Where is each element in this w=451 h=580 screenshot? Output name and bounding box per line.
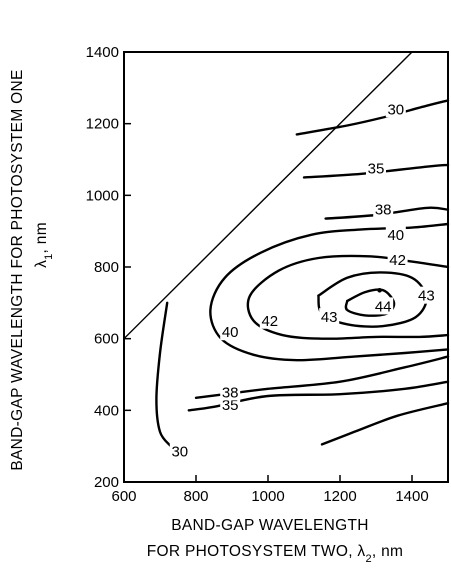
contour-label-bg [385,100,406,118]
axis-ticks [123,51,413,483]
contour-label-40: 40 [387,227,404,244]
contour-line-unlabeled [320,402,450,446]
contour-line-35 [302,163,450,179]
contour-label-bg [366,159,386,177]
y-tick-label: 1200 [86,116,119,133]
contour-label-bg [319,308,340,326]
contour-label-bg [373,200,394,218]
contour-label-bg [220,323,241,341]
contour-label-30: 30 [171,444,188,461]
x-tick-label: 1400 [395,488,428,505]
x-tick-labels: 600 800 1000 1200 1400 [111,488,428,505]
y-tick-labels: 200 400 600 800 1000 1200 1400 [86,44,119,491]
contour-line-42 [246,254,450,340]
x-tick-label: 800 [183,488,208,505]
contour-label-43: 43 [418,288,435,305]
x-tick-label: 1000 [251,488,284,505]
contour-label-bg [259,311,280,329]
contour-line-30 [295,99,450,136]
contour-label-bg [385,225,406,243]
y-tick-label: 800 [94,259,119,276]
contour-label-bg [220,383,241,401]
contour-label-38: 38 [222,384,239,401]
contour-line-35 [187,380,450,412]
x-tick-label: 600 [111,488,136,505]
contour-line-38 [324,206,450,220]
contour-label-bg [169,442,190,460]
contour-label-40: 40 [222,324,239,341]
x-axis-title-line1: BAND-GAP WAVELENGTH [171,517,368,534]
contour-line-40 [209,222,450,362]
x-axis-title-line2: FOR PHOTOSYSTEM TWO, λ2, nm [147,543,404,565]
contour-label-42: 42 [261,313,278,330]
contour-label-35: 35 [222,397,239,414]
y-axis-title-line1: BAND-GAP WAVELENGTH FOR PHOTOSYSTEM ONE [9,69,26,470]
y-tick-label: 1400 [86,44,119,61]
x-tick-label: 1200 [323,488,356,505]
contour-line-30 [155,301,172,448]
y-axis-title-line2: λ1, nm [33,222,55,268]
contour-label-38: 38 [375,202,392,219]
contour-label-30: 30 [387,101,404,118]
y-tick-label: 600 [94,331,119,348]
y-tick-label: 200 [94,474,119,491]
contour-label-43: 43 [321,309,338,326]
diagonal-limit-line [123,51,413,340]
contour-label-44: 44 [375,298,392,315]
contour-label-35: 35 [368,160,385,177]
contour-lines [155,99,450,448]
y-tick-label: 400 [94,402,119,419]
maximum-point-marker [377,287,382,293]
contour-label-bg [416,286,437,304]
contour-label-42: 42 [389,252,406,269]
y-tick-label: 1000 [86,187,119,204]
contour-label-bg [373,297,394,315]
contour-label-bg [387,250,408,268]
